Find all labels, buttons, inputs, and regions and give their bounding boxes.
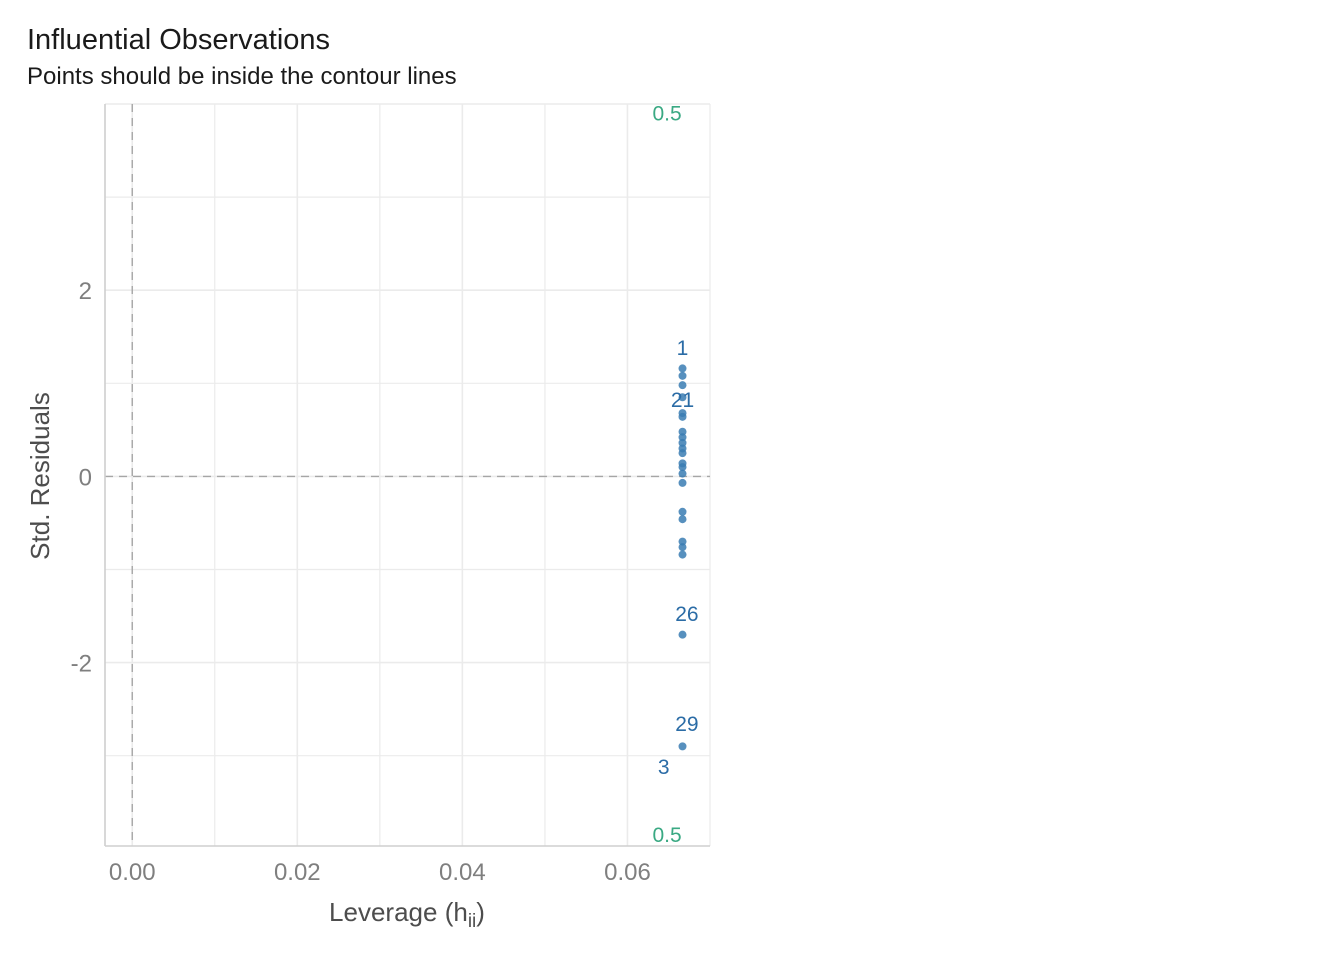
x-tick-label: 0.06 — [604, 859, 651, 886]
reference-lines — [105, 104, 710, 846]
contour-label: 0.5 — [652, 824, 681, 847]
chart-subtitle: Points should be inside the contour line… — [27, 63, 457, 90]
data-point — [678, 412, 687, 421]
point-label: 3 — [658, 756, 670, 779]
x-axis-ticks: 0.00 0.02 0.04 0.06 — [109, 859, 651, 886]
data-point — [678, 543, 687, 552]
contour-labels: 0.5 0.5 — [652, 102, 681, 847]
contour-label: 0.5 — [652, 102, 681, 125]
x-tick-label: 0.00 — [109, 859, 156, 886]
x-tick-label: 0.02 — [274, 859, 321, 886]
x-tick-label: 0.04 — [439, 859, 486, 886]
data-points — [678, 364, 687, 751]
y-axis-ticks: -2 0 2 — [71, 278, 92, 677]
data-point — [678, 449, 687, 458]
data-point — [678, 469, 687, 478]
point-label: 1 — [677, 337, 689, 360]
point-labels: 1 21 26 293 — [658, 337, 699, 779]
data-point — [678, 393, 687, 402]
data-point — [678, 427, 687, 436]
chart-title: Influential Observations — [27, 24, 331, 56]
data-point — [678, 478, 687, 487]
data-point — [678, 742, 687, 751]
point-label: 21 — [671, 389, 694, 412]
data-point — [678, 630, 687, 639]
x-axis-title: Leverage (hii) — [329, 897, 485, 932]
y-axis-title: Std. Residuals — [25, 392, 55, 560]
point-label: 26 — [675, 603, 698, 626]
y-tick-label: -2 — [71, 651, 92, 678]
data-point — [678, 433, 687, 442]
data-point — [678, 463, 687, 472]
data-point — [678, 371, 687, 380]
grid-lines — [105, 103, 711, 846]
data-point — [678, 537, 687, 546]
data-point — [678, 507, 687, 516]
y-tick-label: 0 — [79, 464, 92, 491]
point-label: 29 — [675, 713, 698, 736]
y-tick-label: 2 — [79, 278, 92, 305]
data-point — [678, 364, 687, 373]
data-point — [678, 550, 687, 559]
data-point — [678, 438, 687, 447]
data-point — [678, 381, 687, 390]
data-point — [678, 515, 687, 524]
